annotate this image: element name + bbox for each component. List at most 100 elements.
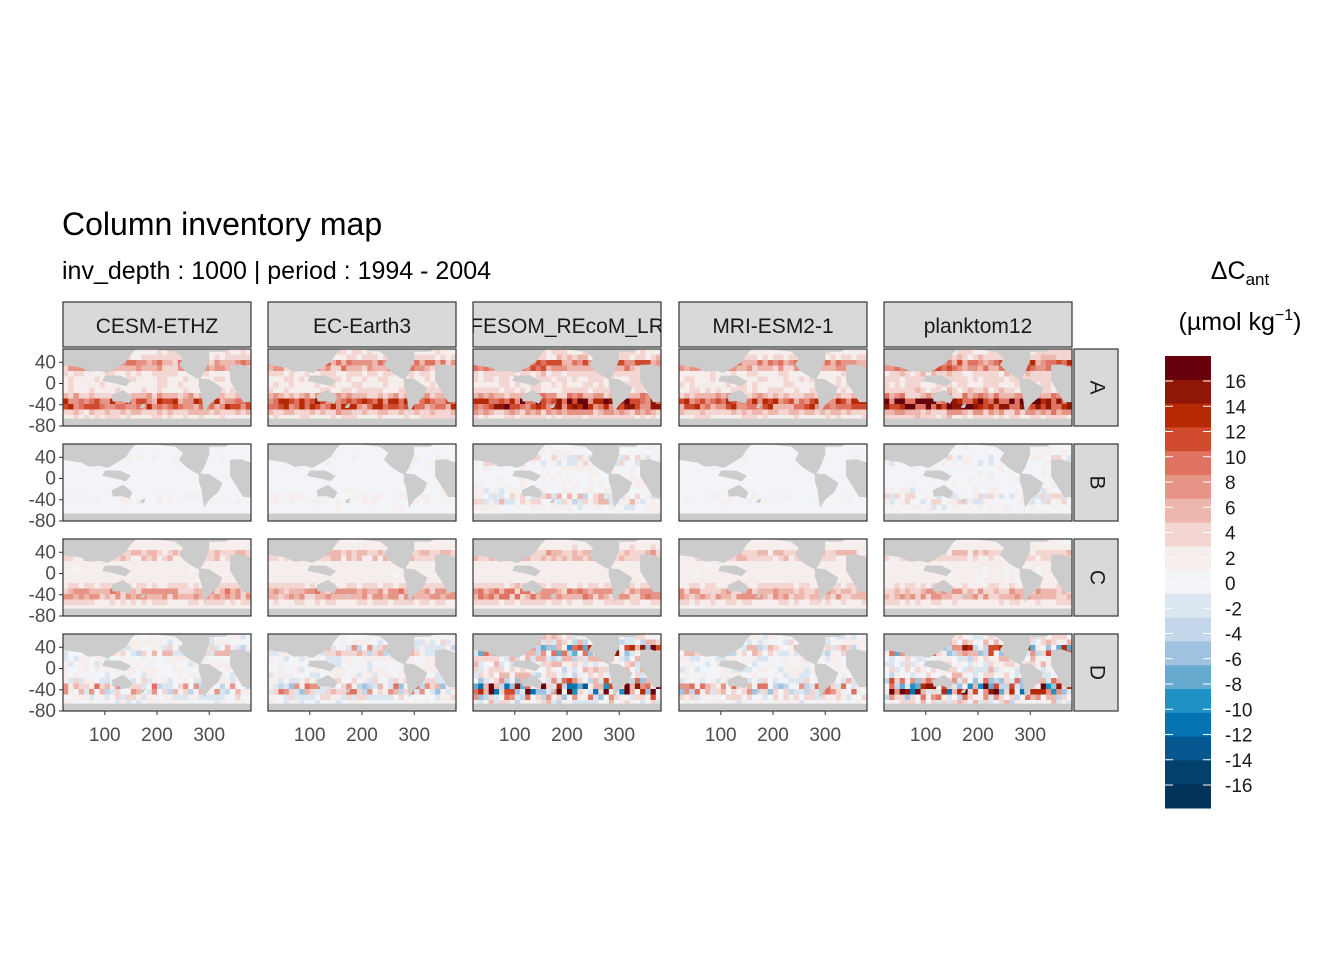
field-cell — [367, 488, 373, 495]
field-cell — [110, 371, 116, 378]
field-cell — [936, 387, 942, 394]
field-cell — [294, 393, 300, 400]
field-cell — [1061, 510, 1068, 517]
field-cell — [362, 493, 368, 500]
field-cell — [356, 477, 363, 484]
field-cell — [414, 415, 420, 422]
field-cell — [356, 449, 363, 456]
field-cell — [840, 449, 847, 456]
field-cell — [398, 398, 405, 405]
field-cell — [414, 404, 420, 411]
field-cell — [115, 482, 121, 489]
field-cell — [679, 371, 685, 378]
field-cell — [1025, 415, 1031, 422]
field-cell — [988, 360, 995, 367]
field-cell — [799, 510, 805, 517]
field-cell — [209, 376, 215, 383]
field-cell — [245, 415, 251, 422]
field-cell — [951, 387, 958, 394]
field-cell — [445, 349, 452, 356]
field-cell — [136, 460, 142, 467]
field-cell — [219, 444, 226, 451]
field-cell — [335, 371, 342, 378]
field-cell — [94, 477, 101, 484]
field-cell — [608, 398, 615, 405]
field-cell — [1040, 466, 1047, 473]
field-cell — [356, 455, 363, 462]
field-cell — [957, 504, 963, 511]
field-cell — [230, 488, 236, 495]
field-cell — [978, 460, 984, 467]
field-cell — [694, 488, 701, 495]
field-cell — [83, 409, 90, 416]
field-cell — [377, 499, 384, 506]
field-cell — [388, 387, 394, 394]
field-cell — [967, 409, 974, 416]
field-cell — [778, 477, 784, 484]
field-cell — [679, 510, 685, 517]
field-cell — [435, 404, 441, 411]
field-cell — [478, 404, 484, 411]
field-cell — [299, 387, 306, 394]
field-cell — [861, 510, 867, 517]
field-cell — [619, 349, 625, 356]
field-cell — [146, 398, 153, 405]
field-cell — [694, 387, 701, 394]
field-cell — [582, 360, 589, 367]
field-cell — [809, 499, 816, 506]
field-cell — [572, 493, 578, 500]
field-cell — [650, 444, 657, 451]
field-cell — [1014, 499, 1021, 506]
field-cell — [424, 471, 431, 478]
field-cell — [362, 398, 368, 405]
field-cell — [273, 409, 279, 416]
field-cell — [273, 482, 279, 489]
field-cell — [840, 371, 847, 378]
field-cell — [946, 409, 953, 416]
field-cell — [731, 371, 737, 378]
field-cell — [493, 477, 500, 484]
field-cell — [951, 415, 958, 422]
panel-border — [883, 348, 1073, 427]
field-cell — [419, 365, 426, 372]
field-cell — [720, 504, 727, 511]
field-cell — [951, 371, 958, 378]
field-cell — [304, 488, 311, 495]
field-cell — [525, 365, 531, 372]
field-cell — [910, 504, 916, 511]
field-cell — [840, 387, 847, 394]
field-cell — [483, 477, 490, 484]
land-mask — [755, 403, 762, 408]
field-cell — [177, 393, 184, 400]
field-cell — [598, 382, 605, 389]
field-cell — [478, 477, 484, 484]
field-cell — [230, 354, 236, 361]
field-cell — [551, 376, 558, 383]
field-cell — [645, 398, 652, 405]
field-cell — [925, 510, 932, 517]
land-mask — [521, 389, 543, 404]
field-cell — [120, 404, 127, 411]
field-cell — [788, 499, 795, 506]
field-cell — [1014, 415, 1021, 422]
field-cell — [746, 415, 753, 422]
field-cell — [299, 477, 306, 484]
field-cell — [367, 444, 373, 451]
field-cell — [582, 393, 589, 400]
field-cell — [388, 493, 394, 500]
field-cell — [910, 409, 916, 416]
field-cell — [593, 477, 599, 484]
field-cell — [951, 449, 958, 456]
field-cell — [535, 510, 542, 517]
field-cell — [429, 409, 436, 416]
field-cell — [567, 466, 573, 473]
field-cell — [746, 488, 753, 495]
field-cell — [435, 455, 441, 462]
field-cell — [330, 365, 337, 372]
field-cell — [962, 382, 969, 389]
field-cell — [450, 409, 456, 416]
field-cell — [78, 504, 85, 511]
field-cell — [551, 393, 558, 400]
land-mask — [63, 513, 251, 521]
